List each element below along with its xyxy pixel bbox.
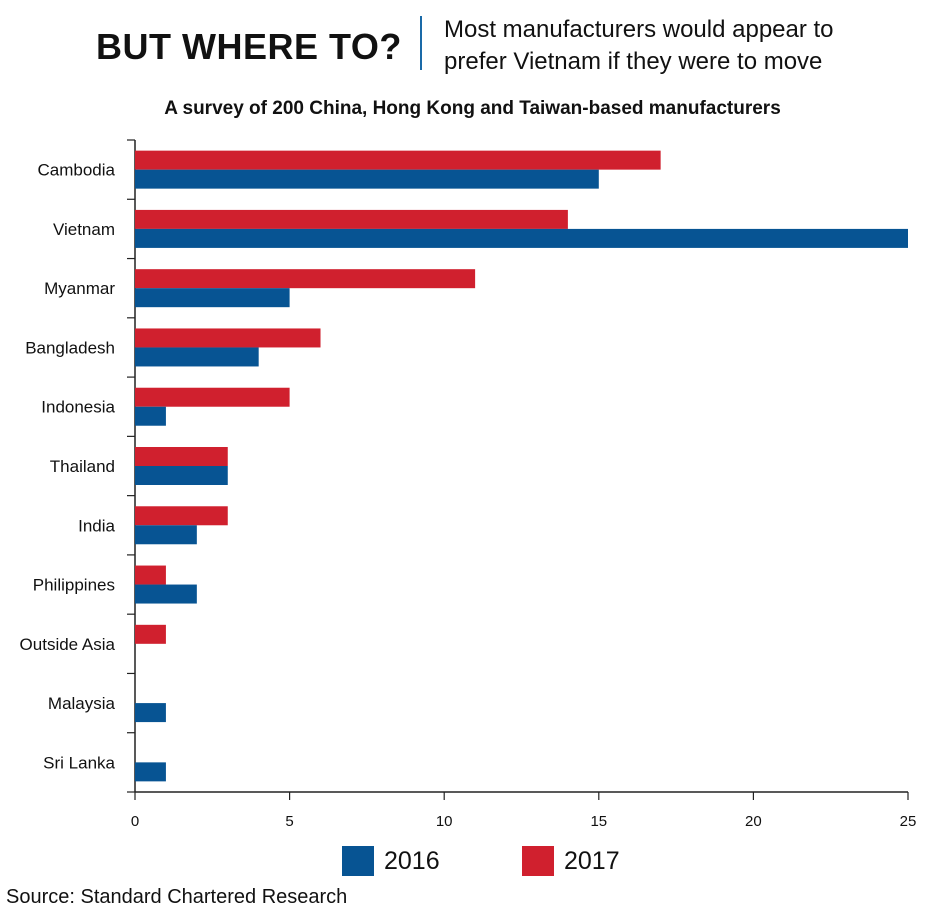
bar-2016-thailand <box>135 466 228 485</box>
legend-swatch-2016 <box>342 846 374 876</box>
header-subtitle-line-2: prefer Vietnam if they were to move <box>444 48 823 75</box>
bar-2016-sri-lanka <box>135 762 166 782</box>
header-divider <box>420 16 422 70</box>
source-note: Source: Standard Chartered Research <box>6 886 348 908</box>
bar-2016-philippines <box>135 584 197 604</box>
bar-2016-myanmar <box>135 288 290 308</box>
category-label-malaysia: Malaysia <box>48 694 116 713</box>
x-tick-label-5: 5 <box>285 813 293 830</box>
legend-label-2017: 2017 <box>564 846 620 875</box>
legend: 2016 2017 <box>0 846 945 886</box>
header-title: BUT WHERE TO? <box>96 26 402 67</box>
x-tick-label-20: 20 <box>745 813 762 830</box>
bar-2017-outside-asia <box>135 624 166 644</box>
header-subtitle: Most manufacturers would appear to prefe… <box>444 14 834 78</box>
x-tick-label-15: 15 <box>590 813 607 830</box>
bar-2016-indonesia <box>135 406 166 426</box>
bar-2016-bangladesh <box>135 347 259 367</box>
x-tick-label-10: 10 <box>436 813 453 830</box>
bar-2017-cambodia <box>135 150 661 170</box>
chart-title: A survey of 200 China, Hong Kong and Tai… <box>164 98 781 119</box>
category-label-outside-asia: Outside Asia <box>20 635 116 654</box>
category-label-bangladesh: Bangladesh <box>25 338 115 357</box>
legend-label-2016: 2016 <box>384 846 440 875</box>
category-label-sri-lanka: Sri Lanka <box>43 753 115 772</box>
bar-2017-indonesia <box>135 387 290 407</box>
bar-2016-india <box>135 525 197 545</box>
bar-2017-bangladesh <box>135 328 321 348</box>
category-label-thailand: Thailand <box>50 457 115 476</box>
category-label-indonesia: Indonesia <box>41 398 115 417</box>
x-tick-label-0: 0 <box>131 813 139 830</box>
x-tick-label-25: 25 <box>900 813 917 830</box>
category-label-myanmar: Myanmar <box>44 279 115 298</box>
bar-2017-india <box>135 506 228 526</box>
bar-2017-myanmar <box>135 269 476 289</box>
category-label-philippines: Philippines <box>33 576 115 595</box>
legend-item-2017: 2017 <box>522 846 620 876</box>
category-label-india: India <box>78 516 115 535</box>
bar-2017-vietnam <box>135 209 568 229</box>
bar-2017-philippines <box>135 565 166 585</box>
legend-swatch-2017 <box>522 846 554 876</box>
category-label-vietnam: Vietnam <box>53 220 115 239</box>
category-label-cambodia: Cambodia <box>38 161 116 180</box>
header-subtitle-line-1: Most manufacturers would appear to <box>444 16 834 43</box>
legend-item-2016: 2016 <box>342 846 440 876</box>
bar-2016-malaysia <box>135 703 166 723</box>
bar-2016-cambodia <box>135 169 599 189</box>
bar-2016-vietnam <box>135 228 908 248</box>
bar-chart: Cambodia Vietnam Myanmar Bangladesh Indonesi… <box>20 139 917 830</box>
bar-2017-thailand <box>135 447 228 466</box>
